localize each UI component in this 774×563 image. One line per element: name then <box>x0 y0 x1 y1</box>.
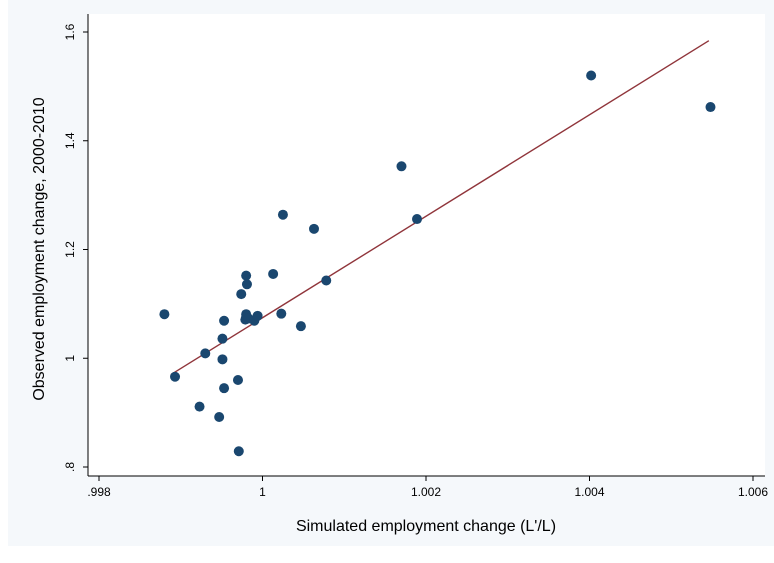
y-tick-label: .8 <box>63 462 77 472</box>
x-tick-label: .998 <box>87 485 111 499</box>
y-tick-label: 1.6 <box>63 23 77 40</box>
data-point <box>396 161 407 172</box>
x-tick-label: 1.002 <box>411 485 441 499</box>
points-layer <box>159 70 716 457</box>
data-point <box>194 401 205 412</box>
data-point <box>321 275 332 286</box>
data-point <box>200 348 211 359</box>
data-point <box>241 270 252 281</box>
data-point <box>277 209 288 220</box>
x-tick-label: 1.006 <box>738 485 768 499</box>
data-point <box>219 383 230 394</box>
data-point <box>170 371 181 382</box>
data-point <box>159 309 170 320</box>
data-point <box>705 102 716 113</box>
data-point <box>268 268 279 279</box>
data-point <box>241 279 252 290</box>
data-point <box>586 70 597 81</box>
data-point <box>295 321 306 332</box>
x-axis: .998 1 1.002 1.004 1.006 <box>87 475 768 499</box>
data-point <box>214 411 225 422</box>
y-tick-label: 1.4 <box>63 132 77 149</box>
y-axis-title: Observed employment change, 2000-2010 <box>31 97 48 400</box>
data-point <box>219 315 230 326</box>
data-point <box>252 310 263 321</box>
data-point <box>233 446 244 457</box>
data-point <box>217 333 228 344</box>
y-axis: .8 1 1.2 1.4 1.6 <box>63 14 89 476</box>
x-axis-title: Simulated employment change (L'/L) <box>296 518 556 535</box>
data-point <box>309 223 320 234</box>
y-tick-label: 1.2 <box>63 241 77 258</box>
y-tick-label: 1 <box>63 355 77 362</box>
data-point <box>232 375 243 385</box>
data-point <box>276 308 287 319</box>
data-point <box>217 354 228 365</box>
data-point <box>236 289 247 300</box>
plot-region <box>88 14 765 476</box>
data-point <box>412 214 423 225</box>
x-tick-label: 1 <box>259 485 266 499</box>
x-tick-label: 1.004 <box>574 485 604 499</box>
